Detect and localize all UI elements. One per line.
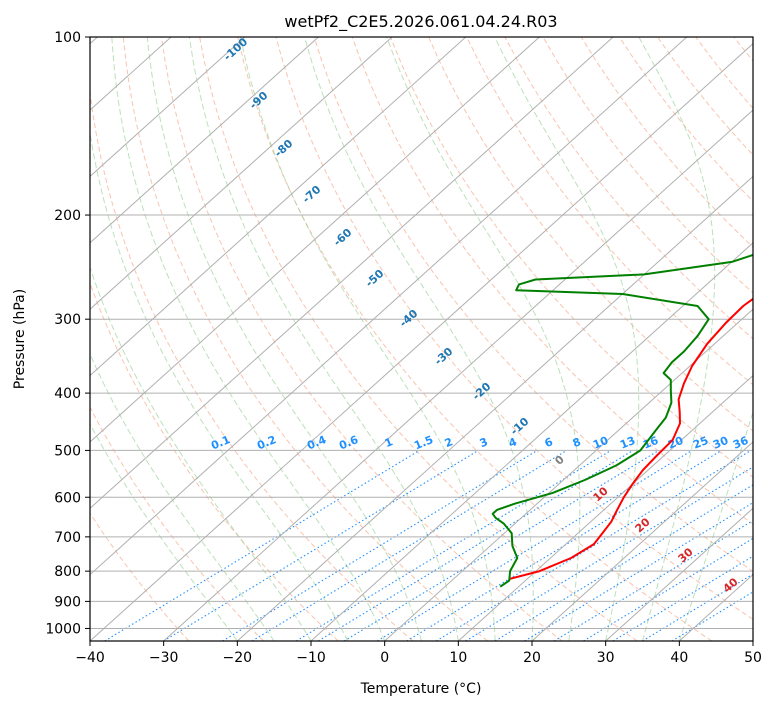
mixing-ratio-label: 10: [591, 434, 610, 452]
moist-adiabat: [90, 352, 275, 641]
moist-adiabat: [90, 130, 349, 641]
dewpoint-profile: [491, 253, 753, 588]
chart-title: wetPf2_C2E5.2026.061.04.24.R03: [284, 12, 557, 32]
x-tick-label: −30: [149, 650, 179, 666]
y-tick-label: 100: [54, 30, 81, 46]
mixing-ratio-line: [104, 449, 420, 641]
plot-frame: [89, 36, 754, 642]
x-tick-label: −10: [296, 650, 326, 666]
x-tick-label: 20: [523, 650, 541, 666]
pressure-grid: [90, 37, 753, 629]
mixing-ratio-line: [524, 502, 753, 641]
mixing-ratio-line: [343, 449, 660, 641]
mixing-ratio-line: [642, 573, 753, 641]
isotherm-line: [384, 308, 753, 641]
moist-adiabat: [240, 37, 496, 641]
dry-adiabat: [161, 37, 563, 641]
isotherms: [90, 37, 753, 641]
mixing-ratio-line: [671, 591, 753, 641]
moist-adiabat: [386, 37, 581, 641]
isotherm-line: [90, 37, 393, 310]
y-tick-label: 700: [54, 530, 81, 546]
moist-adiabat: [90, 422, 238, 641]
y-tick-label: 500: [54, 443, 81, 459]
dry-adiabat: [466, 37, 753, 386]
data-series: [491, 253, 753, 588]
x-tick-label: 10: [449, 650, 467, 666]
mixing-ratio-line: [583, 537, 753, 641]
y-tick-label: 300: [54, 312, 81, 328]
y-tick-label: 200: [54, 208, 81, 224]
dry-adiabat: [199, 37, 638, 641]
moist-adiabat: [188, 37, 459, 641]
mixing-ratio-lines: [104, 449, 753, 641]
mixing-ratio-label: 36: [731, 434, 750, 452]
isotherm-line: [90, 37, 467, 377]
mixing-ratio-label: 16: [641, 434, 660, 452]
mixing-ratio-label: 2: [443, 435, 455, 450]
y-tick-label: 800: [54, 564, 81, 580]
isotherm-line: [163, 109, 753, 641]
mixing-ratio-label: 1: [383, 435, 395, 450]
mixing-ratio-line: [163, 449, 479, 641]
isotherm-line: [90, 37, 614, 509]
dry-adiabat: [90, 406, 264, 641]
mixing-ratio-line: [435, 449, 752, 641]
mixing-ratio-line: [465, 466, 753, 641]
x-axis: −40 −30 −20 −10 0 10 20 30 40 50: [75, 641, 762, 666]
isotherm-line: [90, 43, 753, 641]
plot-area: -100-90-80-70-60-50-40-30-20-10010203040…: [90, 37, 753, 641]
y-tick-label: 900: [54, 594, 81, 610]
mixing-ratio-line: [251, 449, 568, 641]
dry-adiabat: [504, 37, 753, 340]
mixing-ratio-label: 8: [571, 435, 583, 450]
isotherm-line: [236, 175, 753, 641]
x-tick-label: 40: [670, 650, 688, 666]
isotherm-line: [605, 507, 753, 641]
y-tick-label: 1000: [45, 621, 81, 637]
dry-adiabat: [542, 37, 753, 294]
y-axis: 100 200 300 400 500 600 700 800 900 1000: [45, 30, 90, 637]
isotherm-line: [310, 242, 753, 641]
mixing-ratio-label: 13: [618, 434, 637, 452]
mixing-ratio-label: 30: [711, 434, 730, 452]
moist-adiabat: [678, 410, 753, 641]
x-axis-label: Temperature (°C): [360, 681, 482, 697]
mixing-ratio-label: 20: [666, 434, 685, 452]
dry-adiabat: [90, 281, 339, 641]
dry-adiabat: [275, 37, 753, 620]
mixing-ratio-label: 25: [691, 434, 710, 452]
isotherm-line: [90, 37, 246, 178]
moist-adiabat: [146, 37, 422, 641]
mixing-ratio-line: [377, 449, 693, 641]
mixing-ratio-line: [612, 555, 753, 641]
isotherm-line: [90, 37, 319, 244]
dry-adiabat: [389, 37, 753, 478]
dry-adiabat: [122, 37, 488, 641]
y-axis-label: Pressure (hPa): [12, 289, 28, 389]
x-tick-label: −20: [223, 650, 253, 666]
mixing-ratio-line: [318, 449, 634, 641]
mixing-ratio-label: 3: [478, 435, 490, 450]
x-tick-label: 50: [744, 650, 762, 666]
x-tick-label: 0: [380, 650, 389, 666]
mixing-ratio-line: [222, 449, 538, 641]
y-tick-label: 400: [54, 386, 81, 402]
isotherm-line: [90, 37, 540, 443]
x-tick-label: 30: [597, 650, 615, 666]
temperature-profile: [508, 297, 753, 581]
moist-adiabat: [494, 37, 640, 641]
isotherm-line: [90, 37, 688, 576]
mixing-ratio-line: [553, 519, 753, 641]
isotherm-line: [531, 441, 753, 641]
mixing-ratio-line: [406, 449, 722, 641]
moist-adiabat: [304, 37, 534, 641]
mixing-ratio-line: [494, 484, 753, 641]
x-tick-label: −40: [75, 650, 105, 666]
mixing-ratio-line: [295, 449, 612, 641]
isotherm-line: [457, 374, 753, 641]
y-tick-label: 600: [54, 490, 81, 506]
